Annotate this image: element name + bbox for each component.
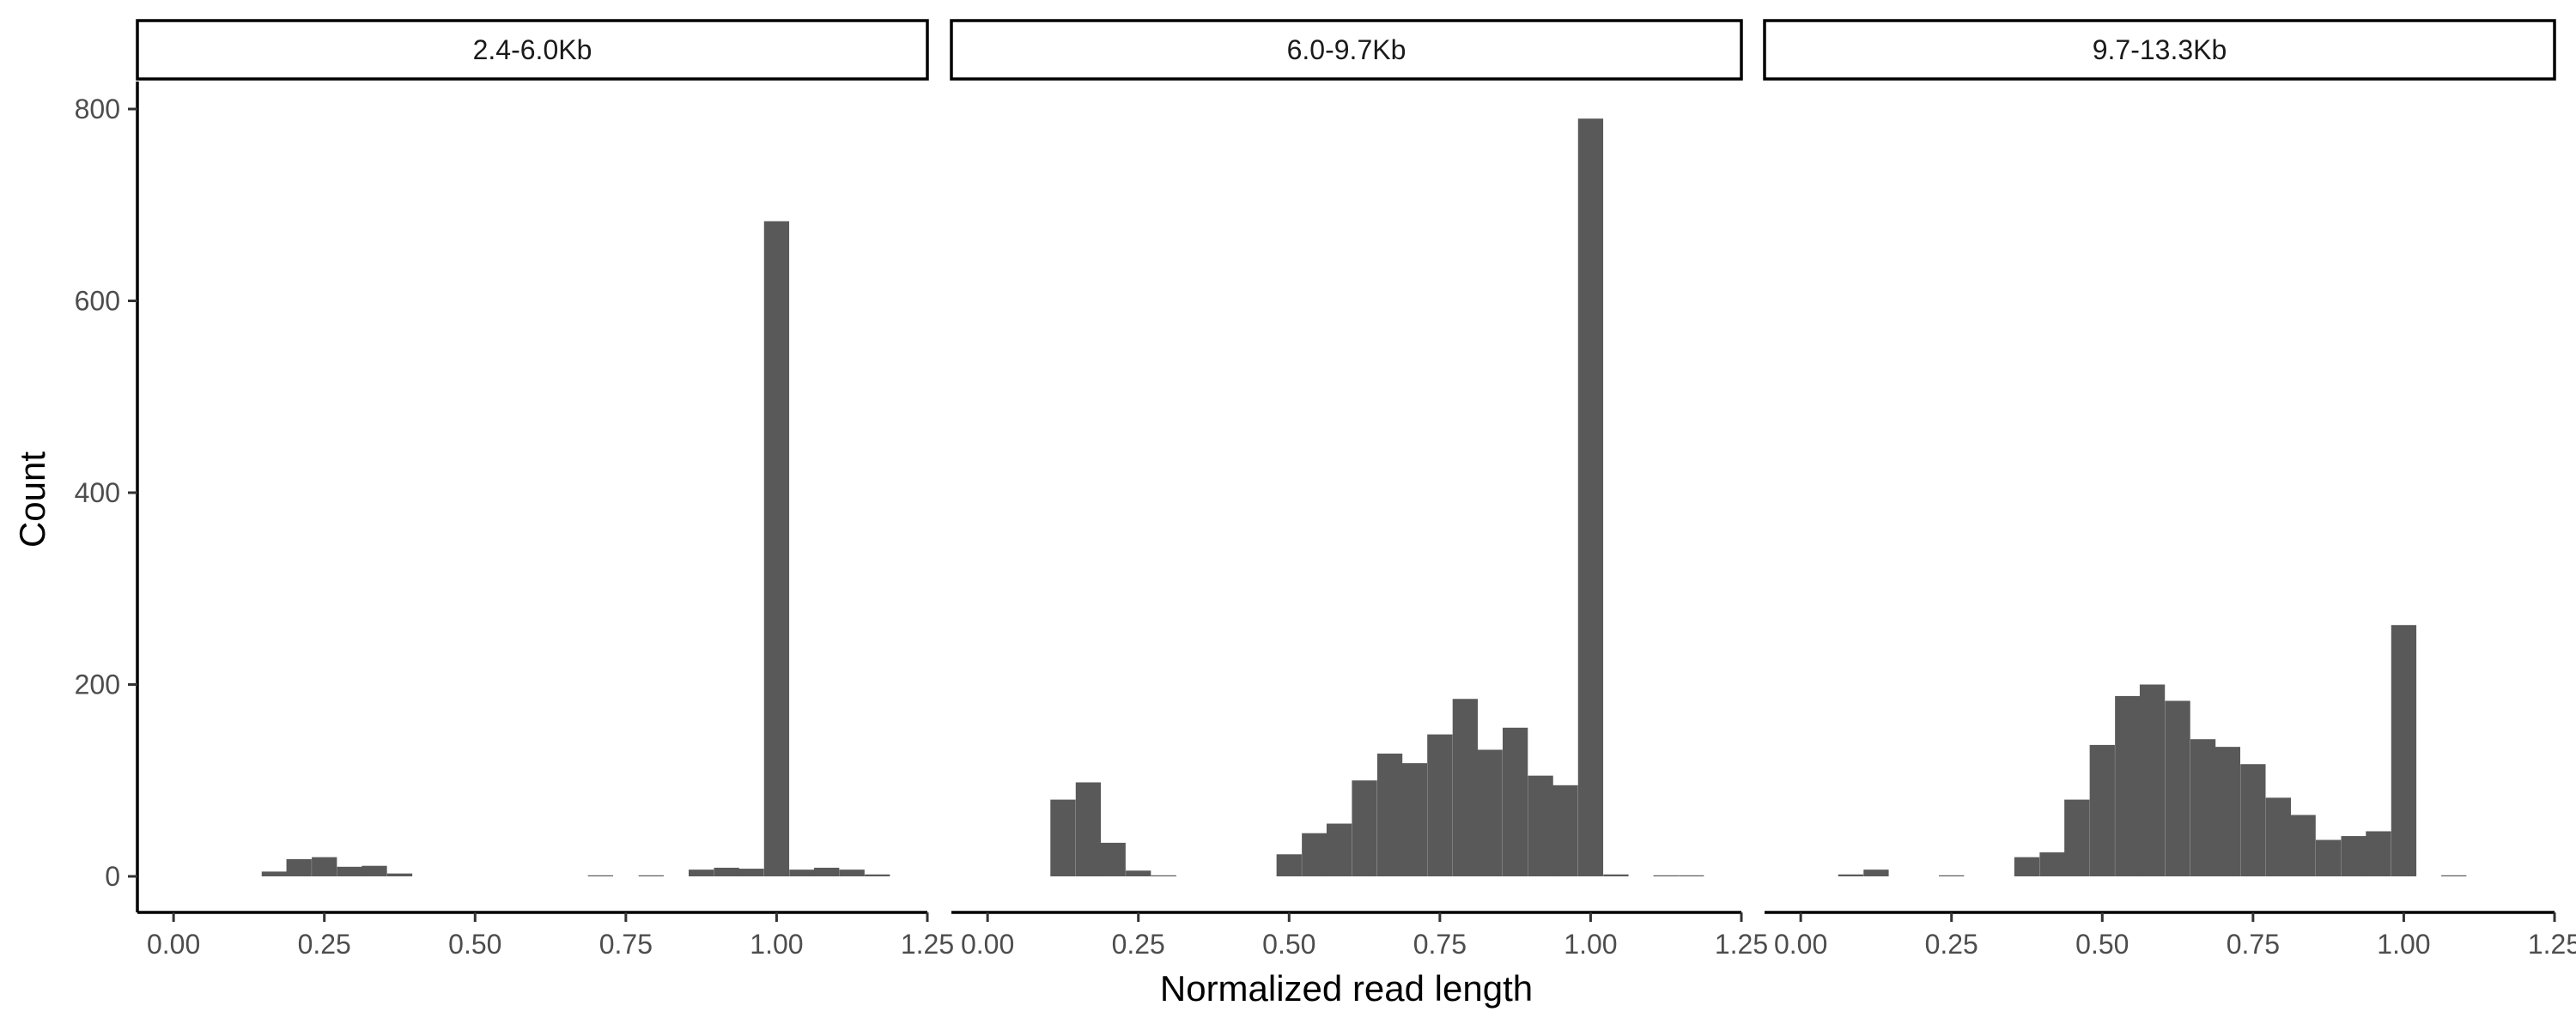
y-tick-label: 0 [105, 861, 120, 892]
histogram-bar [1838, 874, 1864, 876]
histogram-bar [2240, 764, 2266, 876]
x-tick-label: 0.00 [961, 929, 1014, 960]
x-tick-label: 0.50 [1262, 929, 1315, 960]
histogram-bar [1603, 874, 1629, 876]
facet-label: 2.4-6.0Kb [473, 34, 592, 65]
histogram-bar [2139, 684, 2166, 876]
histogram-bar [839, 869, 865, 876]
histogram-bar [714, 867, 739, 876]
x-tick-label: 0.50 [2075, 929, 2129, 960]
histogram-bar [1477, 749, 1503, 876]
x-tick-label: 1.00 [1564, 929, 1617, 960]
x-tick-label: 0.75 [599, 929, 653, 960]
histogram-bar [2215, 747, 2241, 876]
x-tick-label: 0.75 [2227, 929, 2280, 960]
x-tick-label: 1.00 [750, 929, 803, 960]
histogram-bar [1376, 753, 1403, 876]
histogram-bar [386, 873, 413, 876]
histogram-bar [1863, 869, 1889, 876]
facet-panel: 2.4-6.0Kb 0.00 0.25 0.50 0.75 1.00 1.25 [136, 19, 954, 960]
histogram-bar [2265, 797, 2291, 876]
facet-label: 6.0-9.7Kb [1287, 34, 1406, 65]
histogram-bar [738, 869, 764, 876]
y-tick-label: 400 [75, 477, 120, 508]
y-tick-label: 600 [75, 286, 120, 317]
histogram-bar [1528, 775, 1553, 876]
histogram-bar [1577, 118, 1604, 876]
histogram-bar [1452, 699, 1478, 876]
y-tick-label: 200 [75, 670, 120, 700]
x-tick-label: 0.00 [1774, 929, 1827, 960]
histogram-bar [2316, 839, 2342, 876]
histogram-bar [1100, 842, 1126, 876]
histogram-bar [1427, 734, 1453, 876]
histogram-bar [286, 858, 312, 876]
x-tick-label: 0.25 [1925, 929, 1978, 960]
y-axis-title: Count [12, 451, 52, 548]
histogram-bar [865, 874, 890, 876]
histogram-bar [2366, 831, 2391, 876]
histogram-bar [2039, 852, 2065, 876]
histogram-bar [1276, 854, 1302, 876]
histogram-bar [2115, 695, 2141, 876]
histogram-bar [2341, 836, 2366, 876]
histogram-bar [814, 867, 840, 876]
x-axis-title: Normalized read length [1160, 968, 1533, 1009]
x-tick-label: 1.25 [1715, 929, 1768, 960]
y-tick-label: 800 [75, 94, 120, 124]
histogram-bar [1075, 782, 1102, 877]
histogram-bar [789, 869, 815, 876]
facet-panel: 6.0-9.7Kb 0.00 0.25 0.50 0.75 1.00 1.25 [950, 19, 1768, 960]
histogram-bar [689, 869, 714, 876]
x-tick-label: 0.50 [448, 929, 501, 960]
histogram-bar [763, 221, 790, 876]
facet-label: 9.7-13.3Kb [2093, 34, 2227, 65]
facet-strip [1763, 19, 2556, 81]
x-tick-label: 1.25 [2528, 929, 2576, 960]
histogram-bar [1552, 785, 1578, 876]
facet-strip [950, 19, 1743, 81]
facet-panel: 9.7-13.3Kb 0.00 0.25 0.50 0.75 1.00 1.25 [1763, 19, 2576, 960]
histogram-bar [2014, 857, 2040, 876]
histogram-bar [2190, 739, 2216, 876]
x-tick-label: 0.00 [147, 929, 200, 960]
y-axis: 0 200 400 600 800 [75, 82, 139, 912]
histogram-bar [361, 865, 387, 876]
histogram-bar [337, 866, 362, 876]
x-tick-label: 1.25 [901, 929, 954, 960]
histogram-bar [312, 857, 337, 876]
histogram-bar [2290, 815, 2316, 876]
histogram-bar [1302, 833, 1327, 876]
histogram-bar [1352, 780, 1377, 876]
histogram-bar [1050, 799, 1076, 876]
x-tick-label: 0.75 [1413, 929, 1467, 960]
facet-strip [136, 19, 929, 81]
x-tick-label: 1.00 [2377, 929, 2430, 960]
histogram-bar [1126, 870, 1151, 876]
histogram-bar [2064, 799, 2090, 876]
histogram-bar [2089, 744, 2115, 876]
x-tick-label: 0.25 [298, 929, 351, 960]
histogram-bar [261, 871, 288, 876]
histogram-bar [1401, 763, 1428, 876]
x-tick-label: 0.25 [1112, 929, 1165, 960]
histogram-bar [2165, 700, 2190, 876]
histogram-bar [1326, 823, 1352, 876]
histogram-bar [2391, 625, 2417, 876]
histogram-bar [1503, 727, 1528, 876]
